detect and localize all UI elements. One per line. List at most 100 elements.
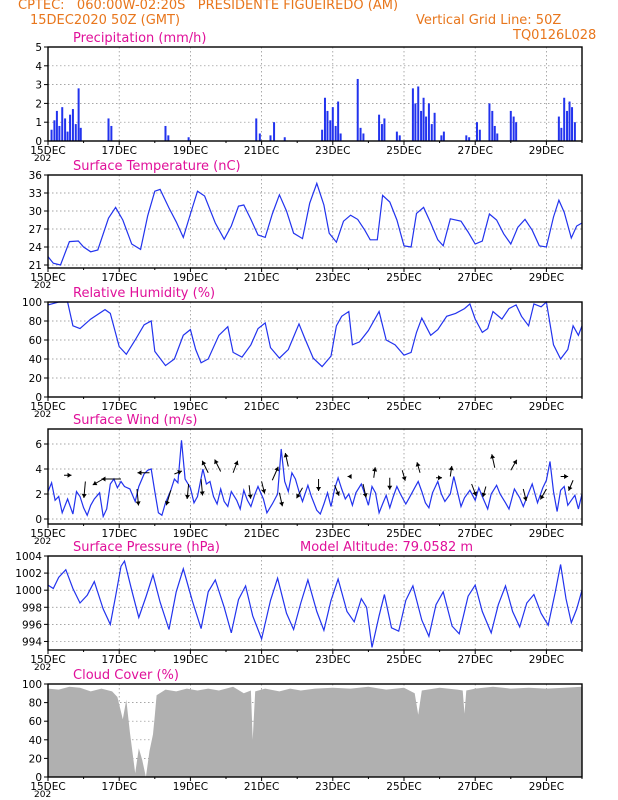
y-tick-label: 4 [35, 61, 42, 73]
wind-arrow-head [296, 493, 301, 499]
x-tick-label: 15DEC [30, 145, 65, 157]
x-tick-label: 25DEC [386, 272, 421, 284]
panel-frame [47, 174, 583, 269]
y-tick-label: 1004 [15, 551, 42, 563]
series-line [47, 181, 583, 266]
wind-arrow-head [401, 476, 407, 481]
x-tick-label: 17DEC [101, 781, 136, 793]
wind-arrow-head [247, 494, 253, 499]
precipitation-bar [427, 103, 430, 141]
x-year-label: 202 [34, 790, 51, 800]
wind-arrow-head [135, 501, 141, 506]
precipitation-bar [478, 129, 481, 141]
y-tick-label: 20 [29, 753, 42, 765]
x-tick-label: 27DEC [457, 272, 492, 284]
wind-arrow-head [347, 474, 352, 479]
wind-arrow-head [567, 486, 573, 491]
wind-arrow-head [512, 459, 517, 465]
x-tick-label: 27DEC [457, 528, 492, 540]
x-tick-label: 21DEC [244, 145, 279, 157]
wind-arrow-head [201, 460, 207, 466]
precipitation-bar [255, 118, 258, 141]
x-tick-label: 15DEC [30, 528, 65, 540]
wind-arrow-head [261, 489, 267, 494]
precipitation-bar [573, 122, 576, 141]
precipitation-bar [61, 107, 64, 141]
precipitation-bar [58, 125, 61, 141]
precipitation-bar [69, 114, 72, 141]
wind-arrow-head [214, 459, 219, 465]
precipitation-bar [53, 120, 56, 141]
wind-arrow-head [67, 472, 72, 478]
x-tick-label: 27DEC [457, 145, 492, 157]
precipitation-bar [422, 97, 425, 141]
x-tick-label: 19DEC [173, 145, 208, 157]
wind-arrow-head [362, 493, 368, 498]
precipitation-bar [571, 107, 574, 141]
x-tick-label: 27DEC [457, 401, 492, 413]
y-tick-label: 100 [22, 297, 42, 309]
precipitation-bar [442, 131, 445, 141]
x-tick-label: 23DEC [315, 781, 350, 793]
precipitation-bar [566, 110, 569, 141]
precipitation-bar [378, 114, 381, 141]
x-tick-label: 25DEC [386, 781, 421, 793]
panel-frame [47, 46, 583, 142]
wind-arrow-head [490, 454, 496, 459]
y-tick-label: 40 [29, 354, 42, 366]
precipitation-bar [331, 107, 334, 141]
precipitation-bar [362, 133, 365, 141]
precipitation-bar [433, 112, 436, 141]
x-tick-label: 21DEC [244, 272, 279, 284]
header-grid-note: Vertical Grid Line: 50Z [416, 13, 562, 28]
precipitation-bar [71, 109, 74, 141]
y-tick-label: 998 [22, 602, 42, 614]
y-tick-label: 100 [22, 679, 42, 691]
wind-arrow-head [279, 501, 284, 507]
x-tick-label: 29DEC [529, 528, 564, 540]
precipitation-bar [425, 116, 428, 141]
x-tick-label: 25DEC [386, 401, 421, 413]
precipitation-bar [491, 110, 494, 141]
precipitation-bar [326, 110, 329, 141]
header-date: 15DEC2020 50Z (GMT) [30, 13, 181, 28]
precipitation-bar [79, 127, 82, 141]
precipitation-bar [321, 129, 324, 141]
panel-frame [47, 555, 583, 651]
x-tick-label: 19DEC [173, 272, 208, 284]
precipitation-bar [493, 125, 496, 141]
precipitation-bar [430, 124, 433, 141]
y-tick-label: 21 [29, 260, 42, 272]
precipitation-bar [64, 118, 67, 141]
precipitation-bar [323, 97, 326, 141]
x-tick-label: 25DEC [386, 654, 421, 666]
precipitation-bar [488, 103, 491, 141]
wind-arrow-head [316, 487, 322, 491]
x-tick-label: 29DEC [529, 272, 564, 284]
x-tick-label: 29DEC [529, 401, 564, 413]
x-tick-label: 17DEC [101, 145, 136, 157]
series-line [47, 440, 583, 519]
panel-title: Surface Wind (m/s) [73, 413, 197, 428]
y-tick-label: 0 [35, 136, 42, 148]
wind-arrow-head [185, 494, 191, 499]
x-tick-label: 21DEC [244, 781, 279, 793]
precipitation-bar [359, 127, 362, 141]
x-tick-label: 15DEC [30, 401, 65, 413]
precipitation-bar [107, 118, 110, 141]
precipitation-bar [164, 125, 167, 141]
x-tick-label: 19DEC [173, 781, 208, 793]
x-tick-label: 21DEC [244, 401, 279, 413]
y-tick-label: 20 [29, 373, 42, 385]
y-tick-label: 1002 [15, 568, 42, 580]
x-tick-label: 29DEC [529, 781, 564, 793]
wind-arrow-head [177, 470, 182, 475]
y-tick-label: 2 [35, 489, 42, 501]
precipitation-bar [337, 101, 340, 141]
precipitation-bar [334, 125, 337, 141]
wind-arrow-head [472, 491, 478, 496]
panel-title: Surface Pressure (hPa) [73, 540, 220, 555]
x-year-label: 202 [34, 281, 51, 291]
precipitation-bar [563, 97, 566, 141]
